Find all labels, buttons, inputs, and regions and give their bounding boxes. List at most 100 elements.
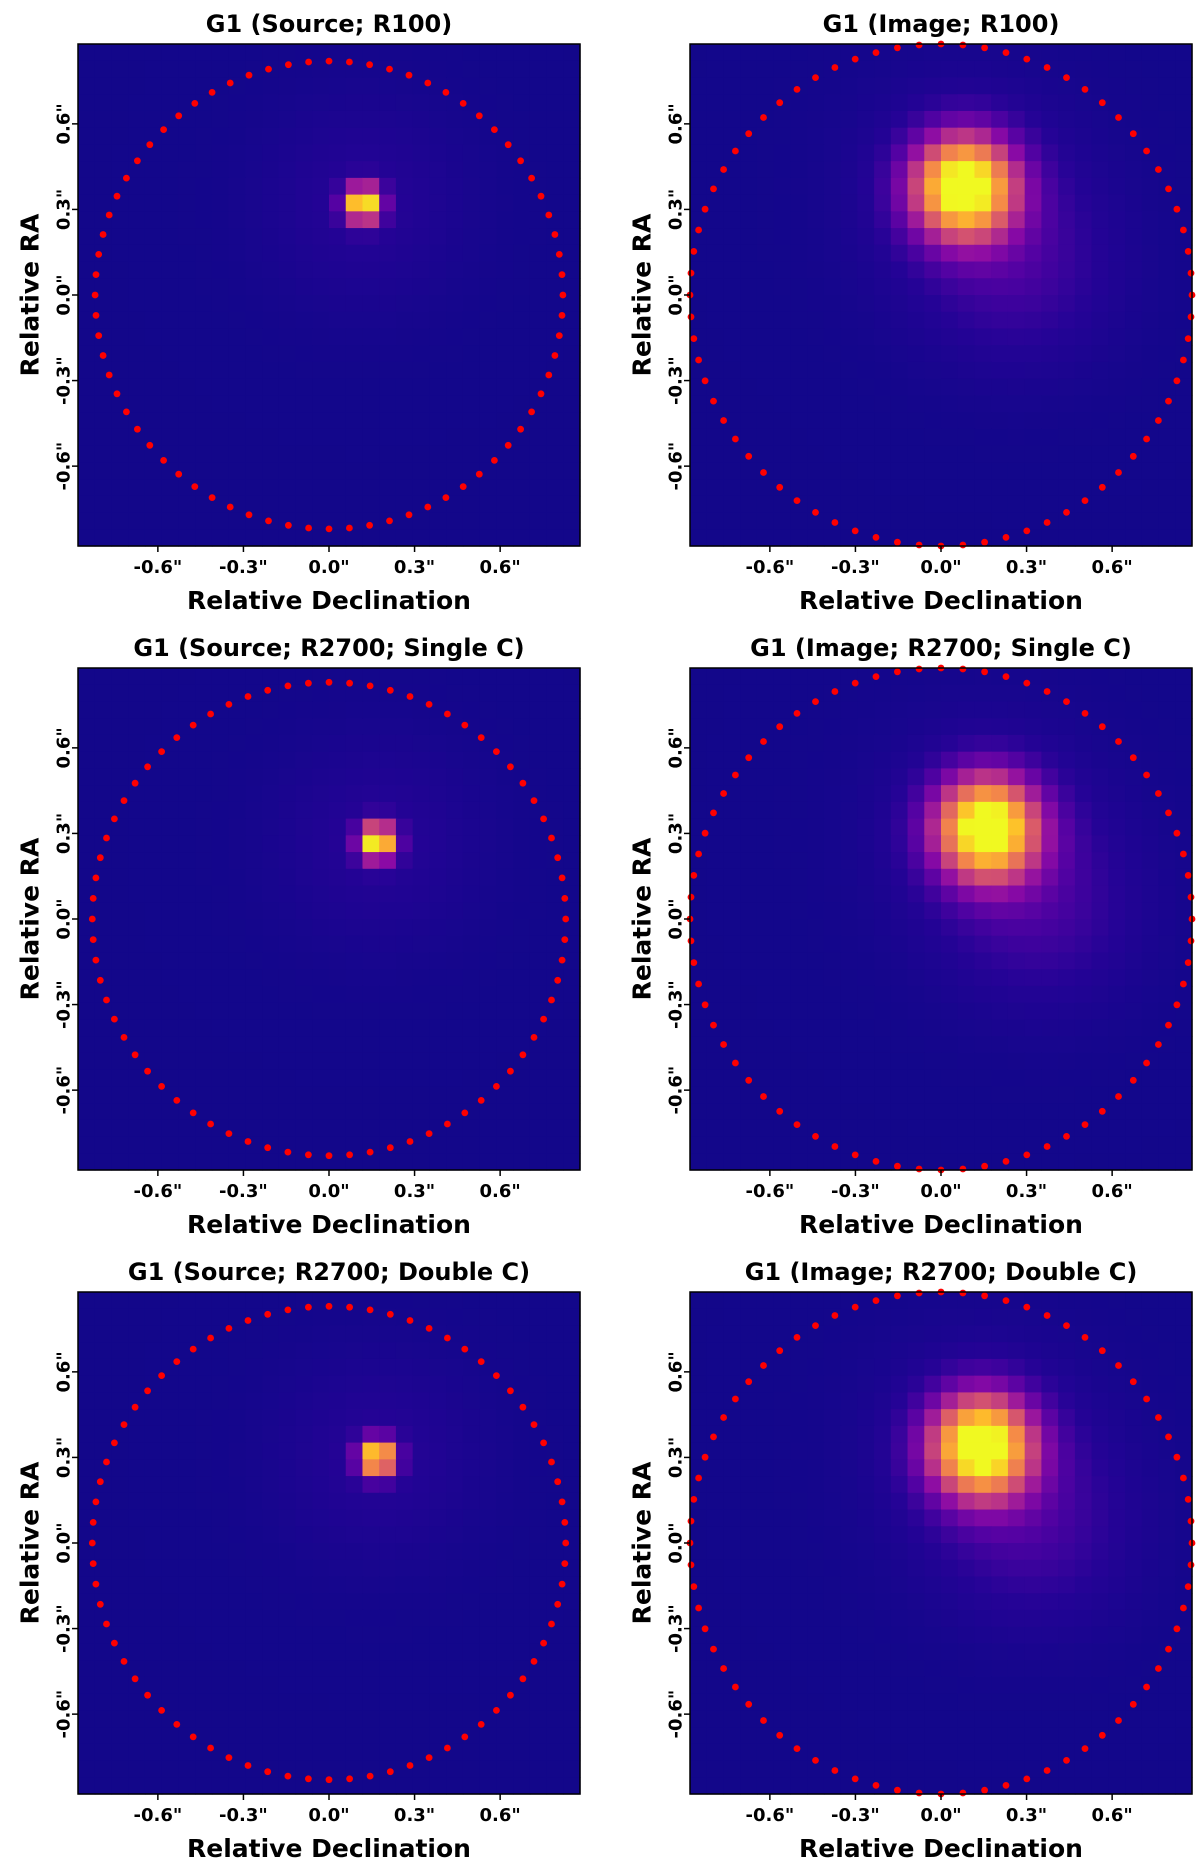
heatmap-pixel [195,718,213,736]
heatmap-pixel [429,1052,447,1071]
heatmap-pixel [563,244,581,263]
heatmap-pixel [874,194,892,212]
heatmap-pixel [1158,278,1176,296]
aperture-dot [175,112,183,120]
heatmap-pixel [529,668,548,686]
heatmap-pixel [1141,161,1160,179]
heatmap-pixel [329,952,347,970]
heatmap-pixel [1158,44,1176,62]
heatmap-pixel [312,345,330,363]
heatmap-pixel [429,1609,447,1628]
heatmap-pixel [723,44,741,62]
heatmap-pixel [395,1342,414,1360]
x-tick-label: 0.6" [480,1181,521,1202]
heatmap-pixel [563,1760,581,1778]
heatmap-pixel [890,177,909,196]
heatmap-pixel [974,428,992,447]
aperture-dot [551,231,559,238]
heatmap-pixel [740,1119,758,1138]
aperture-dot [244,1317,252,1324]
heatmap-pixel [429,1308,447,1327]
heatmap-pixel [211,495,230,514]
heatmap-pixel [362,1760,380,1778]
heatmap-pixel [278,1086,297,1104]
heatmap-pixel [395,1710,414,1728]
heatmap-pixel [144,161,163,179]
heatmap-pixel [941,684,959,703]
heatmap-pixel [941,228,959,246]
heatmap-pixel [228,1526,246,1544]
heatmap-pixel [462,1002,481,1020]
heatmap-pixel [840,495,858,514]
aperture-dot [207,1334,215,1342]
heatmap-pixel [345,1760,364,1778]
heatmap-pixel [690,1119,708,1138]
heatmap-pixel [1091,161,1109,179]
heatmap-pixel [329,985,347,1004]
heatmap-pixel [144,1727,163,1745]
heatmap-pixel [211,361,230,380]
heatmap-pixel [94,194,113,212]
heatmap-pixel [924,295,942,313]
heatmap-pixel [874,969,892,987]
heatmap-pixel [1007,952,1026,970]
heatmap-pixel [773,378,791,396]
heatmap-pixel [1074,94,1093,112]
heatmap-pixel [924,1119,942,1138]
heatmap-pixel [1041,194,1059,212]
aperture-dot [981,44,988,52]
heatmap-pixel [563,1727,581,1745]
aperture-dot [687,893,695,901]
heatmap-pixel [1024,462,1042,480]
heatmap-pixel [429,1576,447,1594]
x-tick-label: 0.3" [394,557,435,578]
heatmap-pixel [974,1019,992,1037]
heatmap-pixel [446,718,464,736]
heatmap-pixel [395,244,414,263]
heatmap-pixel [312,1119,330,1138]
heatmap-pixel [941,194,959,212]
heatmap-pixel [690,985,708,1004]
heatmap-pixel [773,529,791,547]
heatmap-pixel [78,1325,96,1343]
heatmap-pixel [312,734,330,753]
heatmap-pixel [228,1559,246,1578]
heatmap-pixel [111,1576,129,1594]
heatmap-pixel [312,378,330,396]
heatmap-pixel [429,801,447,820]
heatmap-pixel [94,852,113,870]
heatmap-pixel [362,785,380,803]
heatmap-pixel [974,228,992,246]
heatmap-pixel [362,1069,380,1087]
heatmap-pixel [1041,751,1059,769]
heatmap-pixel [740,1153,758,1171]
heatmap-pixel [278,1002,297,1020]
heatmap-pixel [957,1036,976,1054]
heatmap-pixel [78,1777,96,1795]
heatmap-pixel [462,44,481,62]
aperture-outline [88,678,570,1160]
heatmap-pixel [496,1676,514,1695]
heatmap-pixel [362,969,380,987]
heatmap-pixel [546,1676,564,1695]
heatmap-pixel [295,1693,313,1711]
aperture-dot [325,525,333,533]
aperture-dot [872,673,880,680]
heatmap-pixel [211,1119,230,1138]
heatmap-pixel [1091,852,1109,870]
aperture-dot [91,291,99,299]
heatmap-pixel [513,935,531,954]
heatmap-pixel [723,952,741,970]
heatmap-pixel [513,261,531,279]
heatmap-pixel [1058,935,1076,954]
heatmap-pixel [144,1492,163,1511]
heatmap-pixel [462,1660,481,1678]
aperture-dot [366,1306,374,1314]
heatmap-pixel [345,969,364,987]
heatmap-pixel [412,311,430,330]
heatmap-pixel [907,194,925,212]
heatmap-pixel [78,328,96,346]
heatmap-pixel [874,44,892,62]
heatmap-pixel [161,495,179,514]
heatmap-pixel [941,1069,959,1087]
